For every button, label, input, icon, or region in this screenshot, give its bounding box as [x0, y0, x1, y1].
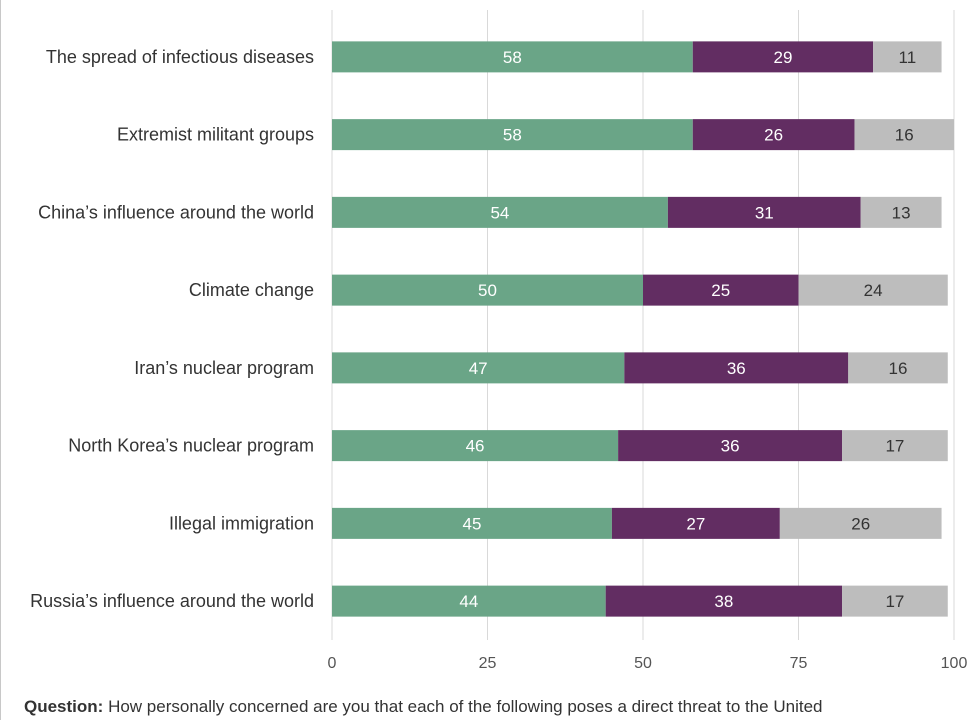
bar-segment-3	[848, 352, 948, 384]
data-label: 16	[895, 126, 914, 145]
data-label: 50	[478, 281, 497, 300]
bar-segment-2	[611, 507, 780, 539]
data-label: 26	[851, 514, 870, 533]
bar-segment-1	[332, 196, 668, 228]
bar-segment-3	[798, 274, 948, 306]
bar-segment-1	[332, 352, 625, 384]
bar-segment-2	[643, 274, 799, 306]
bar-segment-2	[692, 41, 874, 73]
bar-segment-2	[692, 119, 855, 151]
data-label: 24	[864, 281, 883, 300]
data-label: 16	[889, 359, 908, 378]
x-tick-label: 75	[790, 655, 808, 672]
data-label: 29	[773, 48, 792, 67]
category-label: North Korea’s nuclear program	[68, 436, 314, 456]
category-label: Extremist militant groups	[117, 125, 314, 145]
data-label: 36	[727, 359, 746, 378]
data-label: 54	[490, 203, 509, 222]
bar-segment-3	[842, 585, 948, 617]
data-label: 17	[885, 592, 904, 611]
bar-segment-2	[605, 585, 843, 617]
data-label: 27	[686, 514, 705, 533]
category-label: Illegal immigration	[169, 513, 314, 533]
data-label: 11	[899, 48, 917, 67]
left-border	[0, 0, 1, 720]
bar-segment-3	[779, 507, 942, 539]
data-label: 44	[459, 592, 478, 611]
bar-segment-3	[842, 430, 948, 462]
bar-segment-3	[854, 119, 954, 151]
question-label: Question:	[24, 697, 104, 716]
data-label: 46	[466, 437, 485, 456]
data-label: 17	[885, 437, 904, 456]
question-note: Question: How personally concerned are y…	[24, 697, 823, 717]
category-label: Iran’s nuclear program	[134, 358, 314, 378]
data-label: 58	[503, 126, 522, 145]
data-label: 26	[764, 126, 783, 145]
data-label: 25	[711, 281, 730, 300]
data-label: 58	[503, 48, 522, 67]
data-label: 47	[469, 359, 488, 378]
x-tick-label: 25	[479, 655, 497, 672]
x-tick-label: 0	[328, 655, 337, 672]
x-tick-label: 50	[634, 655, 652, 672]
x-tick-label: 100	[941, 655, 968, 672]
bar-segment-1	[332, 430, 619, 462]
question-text: How personally concerned are you that ea…	[108, 697, 823, 716]
data-label: 45	[462, 514, 481, 533]
category-label: China’s influence around the world	[38, 202, 314, 222]
bar-segment-2	[667, 196, 861, 228]
data-label: 13	[892, 203, 911, 222]
data-label: 36	[721, 437, 740, 456]
category-label: The spread of infectious diseases	[46, 47, 314, 67]
bar-segment-1	[332, 507, 612, 539]
bar-segment-2	[624, 352, 849, 384]
bar-segment-1	[332, 119, 693, 151]
bar-segment-3	[873, 41, 942, 73]
bar-segment-1	[332, 585, 606, 617]
category-label: Russia’s influence around the world	[30, 591, 314, 611]
stacked-bar-chart: The spread of infectious diseases 58 29 11 E…	[30, 10, 968, 672]
bar-segment-1	[332, 274, 643, 306]
data-label: 38	[714, 592, 733, 611]
category-label: Climate change	[189, 280, 314, 300]
data-label: 31	[755, 203, 774, 222]
bar-segment-2	[618, 430, 843, 462]
bar-segment-3	[860, 196, 942, 228]
bar-segment-1	[332, 41, 693, 73]
